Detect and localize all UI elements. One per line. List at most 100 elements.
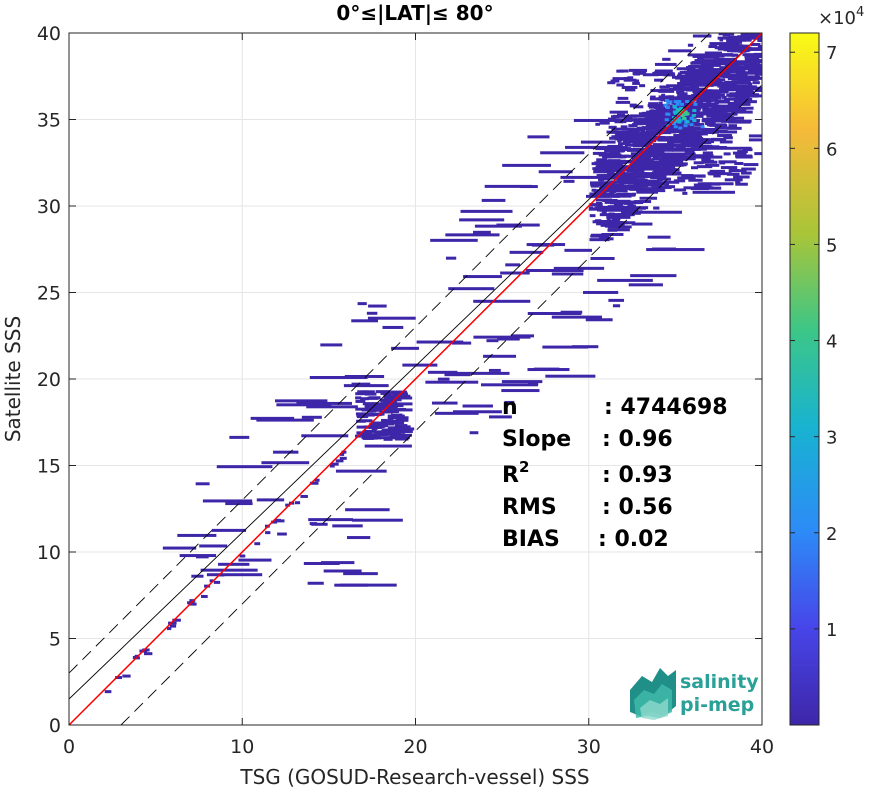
scatter-mark bbox=[629, 103, 637, 107]
scatter-mark bbox=[611, 183, 624, 187]
scatter-mark bbox=[402, 363, 438, 367]
scatter-mark bbox=[339, 456, 347, 460]
scatter-mark bbox=[343, 384, 389, 388]
scatter-mark bbox=[679, 77, 696, 81]
scatter-mark bbox=[614, 199, 631, 203]
scatter-mark bbox=[389, 406, 398, 410]
scatter-mark bbox=[705, 105, 710, 109]
scatter-mark bbox=[621, 160, 640, 164]
scatter-mark bbox=[462, 404, 493, 408]
scatter-mark bbox=[608, 298, 625, 302]
colorbar-tick-label: 5 bbox=[826, 235, 837, 256]
scatter-mark bbox=[527, 312, 582, 316]
scatter-mark bbox=[713, 113, 719, 117]
scatter-mark bbox=[526, 243, 566, 247]
scatter-mark bbox=[368, 304, 387, 308]
scatter-hot-mark bbox=[691, 114, 696, 118]
line-fit bbox=[69, 33, 762, 700]
scatter-mark bbox=[238, 558, 272, 562]
scatter-mark bbox=[753, 52, 762, 56]
scatter-mark bbox=[591, 188, 597, 192]
scatter-mark bbox=[717, 116, 734, 120]
colorbar-exponent-power: 4 bbox=[856, 5, 864, 20]
scatter-mark bbox=[296, 401, 352, 405]
scatter-mark bbox=[589, 214, 596, 218]
scatter-mark bbox=[613, 203, 624, 207]
scatter-mark bbox=[565, 145, 606, 149]
scatter-mark bbox=[685, 148, 696, 152]
scatter-mark bbox=[195, 482, 210, 486]
scatter-mark bbox=[368, 425, 383, 429]
scatter-mark bbox=[708, 104, 716, 108]
scatter-mark bbox=[619, 186, 628, 190]
scatter-mark bbox=[667, 140, 674, 144]
scatter-mark bbox=[663, 180, 680, 184]
scatter-mark bbox=[366, 413, 382, 417]
scatter-mark bbox=[229, 435, 250, 439]
scatter-mark bbox=[627, 204, 636, 208]
scatter-mark bbox=[746, 34, 762, 38]
scatter-mark bbox=[631, 222, 653, 226]
scatter-mark bbox=[761, 45, 762, 49]
scatter-mark bbox=[364, 392, 377, 396]
scatter-mark bbox=[618, 142, 631, 146]
scatter-mark bbox=[681, 115, 697, 119]
scatter-mark bbox=[731, 84, 747, 88]
scatter-mark bbox=[673, 179, 686, 183]
colorbar-ticks: 1 2 3 4 5 6 7 bbox=[790, 43, 837, 641]
scatter-mark bbox=[663, 69, 673, 73]
scatter-mark bbox=[702, 131, 708, 135]
scatter-mark bbox=[749, 65, 762, 69]
scatter-mark bbox=[707, 66, 714, 70]
scatter-mark bbox=[652, 118, 669, 122]
y-tick-label: 25 bbox=[37, 283, 61, 305]
colorbar-tick-label: 2 bbox=[826, 524, 837, 545]
scatter-mark bbox=[721, 71, 731, 75]
scatter-mark bbox=[585, 318, 613, 322]
stat-value: : 4744698 bbox=[604, 395, 728, 420]
scatter-mark bbox=[452, 410, 502, 414]
scatter-mark bbox=[622, 201, 644, 205]
scatter-mark bbox=[679, 80, 686, 84]
scatter-mark bbox=[361, 390, 369, 394]
scatter-mark bbox=[604, 173, 612, 177]
scatter-mark bbox=[609, 189, 628, 193]
scatter-mark bbox=[659, 175, 667, 179]
scatter-mark bbox=[609, 168, 625, 172]
scatter-mark bbox=[355, 407, 373, 411]
scatter-mark bbox=[677, 157, 688, 161]
scatter-mark bbox=[616, 69, 624, 73]
scatter-mark bbox=[748, 134, 762, 138]
scatter-mark bbox=[346, 536, 371, 540]
scatter-mark bbox=[682, 157, 696, 161]
scatter-mark bbox=[639, 84, 646, 88]
scatter-mark bbox=[668, 49, 692, 53]
scatter-mark bbox=[308, 518, 354, 522]
scatter-mark bbox=[739, 90, 750, 94]
scatter-mark bbox=[676, 90, 685, 94]
scatter-hot-mark bbox=[678, 111, 683, 115]
scatter-mark bbox=[343, 572, 378, 576]
scatter-mark bbox=[731, 40, 743, 44]
scatter-mark bbox=[726, 40, 735, 44]
scatter-hot-mark bbox=[677, 99, 682, 103]
scatter-mark bbox=[609, 136, 624, 140]
scatter-mark bbox=[738, 93, 753, 97]
scatter-mark bbox=[595, 122, 600, 126]
scatter-mark bbox=[624, 172, 647, 176]
scatter-mark bbox=[656, 72, 665, 76]
scatter-mark bbox=[162, 546, 197, 550]
scatter-mark bbox=[688, 81, 699, 85]
scatter-mark bbox=[598, 152, 621, 156]
scatter-mark bbox=[713, 57, 732, 61]
scatter-mark bbox=[685, 121, 699, 125]
scatter-mark bbox=[686, 68, 708, 72]
scatter-mark bbox=[742, 75, 760, 79]
scatter-mark bbox=[728, 124, 738, 128]
scatter-mark bbox=[748, 87, 758, 91]
stat-label: Slope bbox=[502, 427, 571, 452]
scatter-mark bbox=[430, 238, 478, 242]
scatter-mark bbox=[391, 346, 419, 350]
scatter-mark bbox=[590, 256, 615, 260]
scatter-mark bbox=[695, 80, 706, 84]
